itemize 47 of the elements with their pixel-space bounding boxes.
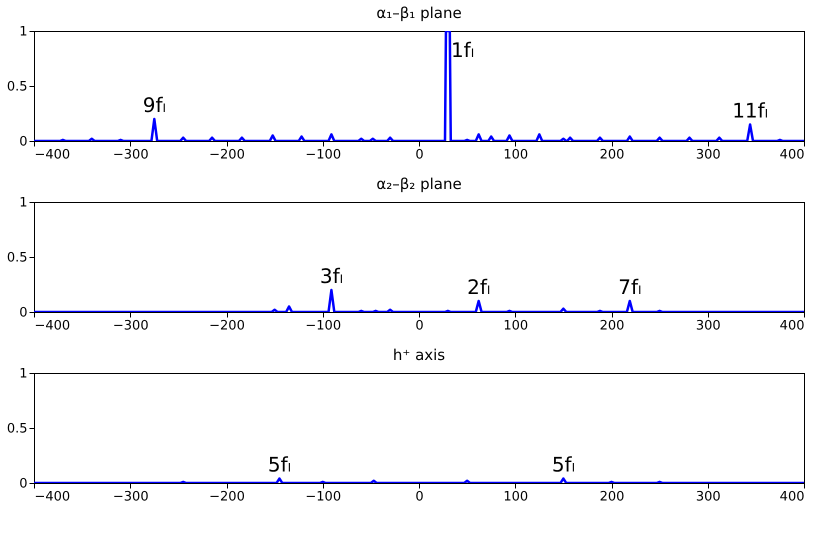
annotation: 5fₗ — [268, 452, 291, 477]
x-tick-label: 200 — [600, 148, 624, 162]
x-tick-label: 400 — [780, 318, 804, 334]
y-tick-label: 0 — [19, 134, 28, 150]
x-tick-label: 300 — [696, 490, 721, 504]
y-tick-label: 1 — [19, 196, 28, 210]
x-tick-label: −300 — [112, 148, 149, 162]
x-tick-label: −400 — [34, 318, 70, 334]
annotation: 2fₗ — [467, 275, 490, 299]
y-tick-label: 0 — [19, 476, 28, 492]
chart-title: h⁺ axis — [392, 346, 446, 364]
x-tick-label: 0 — [415, 148, 424, 162]
x-tick-label: 300 — [696, 148, 721, 162]
annotation: 7fₗ — [618, 275, 642, 299]
x-tick-label: −200 — [209, 490, 245, 504]
x-tick-label: −300 — [112, 490, 149, 504]
x-tick-label: −400 — [34, 490, 70, 504]
y-tick-label: 0.5 — [6, 80, 28, 94]
x-tick-label: −300 — [112, 318, 149, 334]
y-tick-label: 0.5 — [6, 422, 28, 436]
x-tick-label: 200 — [600, 490, 624, 504]
x-tick-label: −400 — [34, 148, 70, 162]
x-tick-label: −200 — [209, 318, 245, 334]
x-tick-label: −100 — [305, 148, 342, 162]
chart-title: α₁–β₁ plane — [376, 4, 462, 22]
x-tick-label: −100 — [305, 318, 342, 334]
x-tick-label: −100 — [305, 490, 342, 504]
x-tick-label: 400 — [780, 490, 804, 504]
annotation: 3fₗ — [320, 264, 343, 288]
chart-title: α₂–β₂ plane — [376, 175, 462, 193]
y-tick-label: 1 — [19, 366, 28, 382]
annotation: 1fₗ — [450, 38, 474, 62]
y-tick-label: 0 — [19, 306, 28, 320]
x-tick-label: 0 — [415, 490, 424, 504]
x-tick-label: 400 — [780, 148, 804, 162]
y-tick-label: 1 — [19, 24, 28, 40]
annotation: 5fₗ — [552, 452, 575, 477]
x-tick-label: 0 — [415, 318, 424, 334]
x-tick-label: 300 — [696, 318, 721, 334]
y-tick-label: 0.5 — [6, 250, 28, 266]
x-tick-label: 100 — [503, 318, 528, 334]
annotation: 11fₗ — [732, 98, 768, 122]
annotation: 9fₗ — [142, 93, 166, 117]
x-tick-label: 100 — [503, 148, 528, 162]
x-tick-label: 100 — [503, 490, 528, 504]
x-tick-label: 200 — [600, 318, 624, 334]
x-tick-label: −200 — [209, 148, 245, 162]
